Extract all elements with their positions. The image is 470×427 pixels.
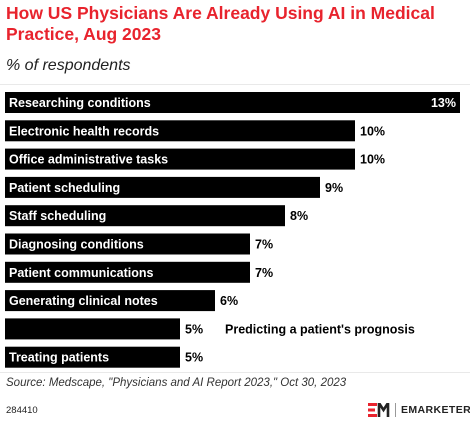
category-label-3: Patient scheduling	[9, 181, 120, 195]
value-label-3: 9%	[325, 181, 343, 195]
emarketer-logo: EMARKETER	[368, 402, 470, 418]
chart-source: Source: Medscape, "Physicians and AI Rep…	[6, 377, 347, 389]
category-label-4: Staff scheduling	[9, 209, 106, 223]
value-label-8: 5%	[185, 322, 203, 336]
bar-8	[5, 318, 180, 340]
bar-6	[5, 261, 250, 283]
chart-subtitle: % of respondents	[6, 57, 131, 74]
chart-id: 284410	[6, 405, 38, 416]
top-divider	[0, 84, 470, 85]
value-label-0: 13%	[431, 96, 456, 110]
chart-title: How US Physicians Are Already Using AI i…	[6, 3, 435, 44]
brand-name: EMARKETER	[401, 404, 470, 416]
bar-2	[5, 148, 355, 170]
em-logo-icon	[368, 403, 390, 417]
bar-chart: 13% Researching conditions 10% Electronic h…	[5, 92, 460, 368]
value-label-2: 10%	[360, 153, 385, 167]
category-label-9: Treating patients	[9, 351, 109, 365]
value-label-6: 7%	[255, 266, 273, 280]
bar-3	[5, 176, 320, 198]
bar-0	[5, 92, 460, 113]
category-label-6: Patient communications	[9, 266, 154, 280]
category-label-7: Generating clinical notes	[9, 294, 158, 308]
logo-separator	[395, 403, 396, 417]
bar-9	[5, 346, 180, 368]
value-label-7: 6%	[220, 294, 238, 308]
value-label-5: 7%	[255, 238, 273, 252]
value-label-4: 8%	[290, 209, 308, 223]
bar-4	[5, 205, 285, 227]
category-label-5: Diagnosing conditions	[9, 238, 144, 252]
bar-1	[5, 120, 355, 142]
bar-7	[5, 290, 215, 312]
value-label-1: 10%	[360, 124, 385, 138]
category-label-1: Electronic health records	[9, 124, 159, 138]
value-label-9: 5%	[185, 351, 203, 365]
bottom-divider	[0, 372, 470, 373]
category-label-2: Office administrative tasks	[9, 153, 168, 167]
bar-5	[5, 233, 250, 255]
category-label-0: Researching conditions	[9, 96, 151, 110]
category-label-8: Predicting a patient's prognosis	[225, 322, 415, 336]
